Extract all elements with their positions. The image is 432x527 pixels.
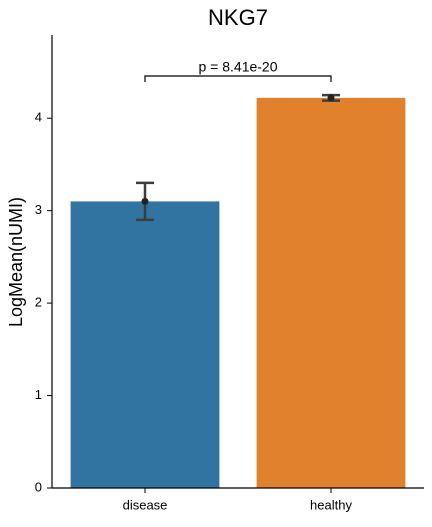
significance-bracket [144, 75, 332, 82]
annotation: p = 8.41e-20 [198, 59, 277, 75]
bar [256, 97, 406, 489]
x-tick-label: disease [123, 497, 168, 512]
x-tick-label: healthy [310, 497, 352, 512]
chart-title: NKG7 [208, 5, 268, 30]
bar [70, 201, 220, 489]
y-tick-label: 3 [35, 202, 42, 217]
y-tick-label: 2 [35, 295, 42, 310]
mean-point [141, 197, 149, 205]
mean-point [327, 94, 335, 102]
y-tick-label: 1 [35, 387, 42, 402]
y-tick-label: 4 [35, 110, 42, 125]
y-axis-label: LogMean(nUMI) [6, 197, 26, 327]
y-tick-label: 0 [35, 479, 42, 494]
